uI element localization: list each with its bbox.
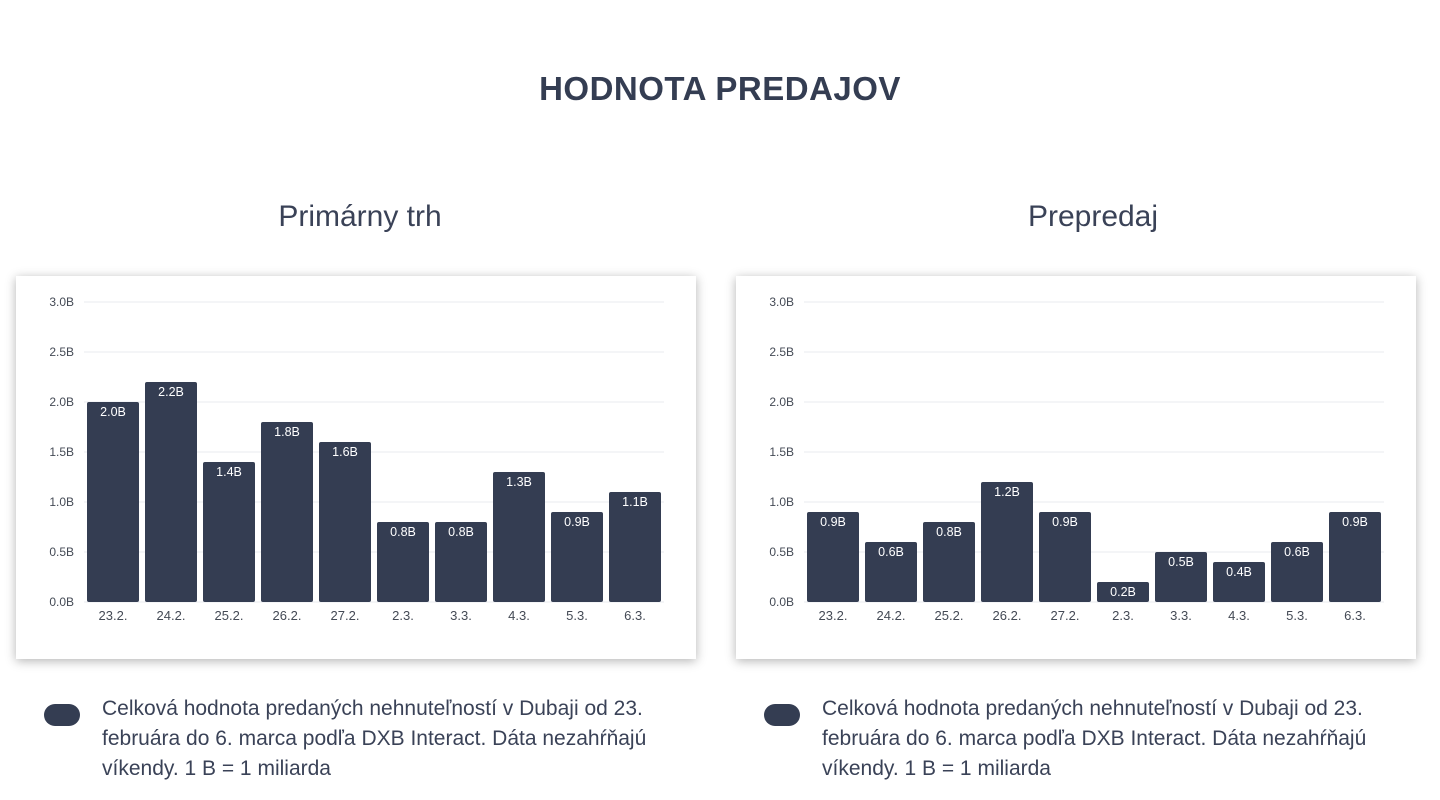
bar [1097, 582, 1149, 602]
bar [1039, 512, 1091, 602]
x-tick-label: 23.2. [819, 608, 848, 623]
legend-text: Celková hodnota predaných nehnuteľností … [822, 697, 1367, 780]
y-tick-label: 2.0B [769, 395, 794, 409]
y-tick-label: 2.5B [769, 345, 794, 359]
bar [923, 522, 975, 602]
x-tick-label: 2.3. [392, 608, 414, 623]
bar [609, 492, 661, 602]
y-tick-label: 1.5B [49, 445, 74, 459]
legend-text: Celková hodnota predaných nehnuteľností … [102, 697, 647, 780]
bar-value-label: 0.9B [820, 515, 846, 529]
y-tick-label: 2.0B [49, 395, 74, 409]
bar-value-label: 0.8B [448, 525, 474, 539]
bar-value-label: 0.6B [878, 545, 904, 559]
chart-panel-primary: 0.0B 0.5B 1.0B 1.5B 2.0B 2.5B 3.0B 2.0B 23.2. 2.2… [16, 276, 696, 659]
bar [493, 472, 545, 602]
bar [261, 422, 313, 602]
bar [203, 462, 255, 602]
bar [981, 482, 1033, 602]
bar [145, 382, 197, 602]
bar-value-label: 1.1B [622, 495, 648, 509]
bar [435, 522, 487, 602]
x-tick-label: 6.3. [624, 608, 646, 623]
x-tick-label: 3.3. [1170, 608, 1192, 623]
bar [87, 402, 139, 602]
bar-value-label: 1.2B [994, 485, 1020, 499]
bar-value-label: 0.8B [936, 525, 962, 539]
legend-swatch [44, 704, 80, 726]
bar-value-label: 0.9B [1052, 515, 1078, 529]
bar-value-label: 1.6B [332, 445, 358, 459]
x-tick-label: 25.2. [935, 608, 964, 623]
x-tick-label: 26.2. [273, 608, 302, 623]
bar-value-label: 0.6B [1284, 545, 1310, 559]
x-tick-label: 24.2. [877, 608, 906, 623]
x-tick-label: 24.2. [157, 608, 186, 623]
x-tick-label: 5.3. [1286, 608, 1308, 623]
bar [1329, 512, 1381, 602]
bar [807, 512, 859, 602]
legend-swatch [764, 704, 800, 726]
y-tick-label: 1.5B [769, 445, 794, 459]
bar-value-label: 1.8B [274, 425, 300, 439]
y-tick-label: 0.5B [769, 545, 794, 559]
page-title: HODNOTA PREDAJOV [539, 70, 901, 107]
x-tick-label: 3.3. [450, 608, 472, 623]
y-tick-label: 0.0B [769, 595, 794, 609]
x-tick-label: 5.3. [566, 608, 588, 623]
bar [1271, 542, 1323, 602]
bar-chart-primary: 0.0B 0.5B 1.0B 1.5B 2.0B 2.5B 3.0B 2.0B 23.2. 2.2… [49, 295, 664, 623]
y-tick-label: 1.0B [49, 495, 74, 509]
bar [551, 512, 603, 602]
y-tick-label: 3.0B [49, 295, 74, 309]
y-tick-label: 0.5B [49, 545, 74, 559]
chart-title-primary: Primárny trh [278, 200, 442, 233]
x-tick-label: 27.2. [331, 608, 360, 623]
x-tick-label: 23.2. [99, 608, 128, 623]
y-tick-label: 3.0B [769, 295, 794, 309]
bar-value-label: 0.9B [564, 515, 590, 529]
bar [865, 542, 917, 602]
chart-title-resale: Prepredaj [1027, 200, 1159, 233]
x-tick-label: 2.3. [1112, 608, 1134, 623]
x-tick-label: 27.2. [1051, 608, 1080, 623]
x-tick-label: 6.3. [1344, 608, 1366, 623]
bar-value-label: 0.4B [1226, 565, 1252, 579]
bar-value-label: 1.3B [506, 475, 532, 489]
y-tick-label: 1.0B [769, 495, 794, 509]
chart-panel-resale: 0.0B 0.5B 1.0B 1.5B 2.0B 2.5B 3.0B 0.9B 23.2. 0.6… [736, 276, 1416, 659]
x-tick-label: 4.3. [1228, 608, 1250, 623]
bar [319, 442, 371, 602]
x-tick-label: 25.2. [215, 608, 244, 623]
bar-value-label: 2.2B [158, 385, 184, 399]
bar [1213, 562, 1265, 602]
bar [1155, 552, 1207, 602]
bar-value-label: 2.0B [100, 405, 126, 419]
bar-value-label: 1.4B [216, 465, 242, 479]
bar-chart-resale: 0.0B 0.5B 1.0B 1.5B 2.0B 2.5B 3.0B 0.9B 23.2. 0.6… [769, 295, 1384, 623]
y-tick-label: 2.5B [49, 345, 74, 359]
bar-value-label: 0.9B [1342, 515, 1368, 529]
bar-value-label: 0.5B [1168, 555, 1194, 569]
x-tick-label: 4.3. [508, 608, 530, 623]
x-tick-label: 26.2. [993, 608, 1022, 623]
bar-value-label: 0.2B [1110, 585, 1136, 599]
bar [377, 522, 429, 602]
bar-value-label: 0.8B [390, 525, 416, 539]
y-tick-label: 0.0B [49, 595, 74, 609]
